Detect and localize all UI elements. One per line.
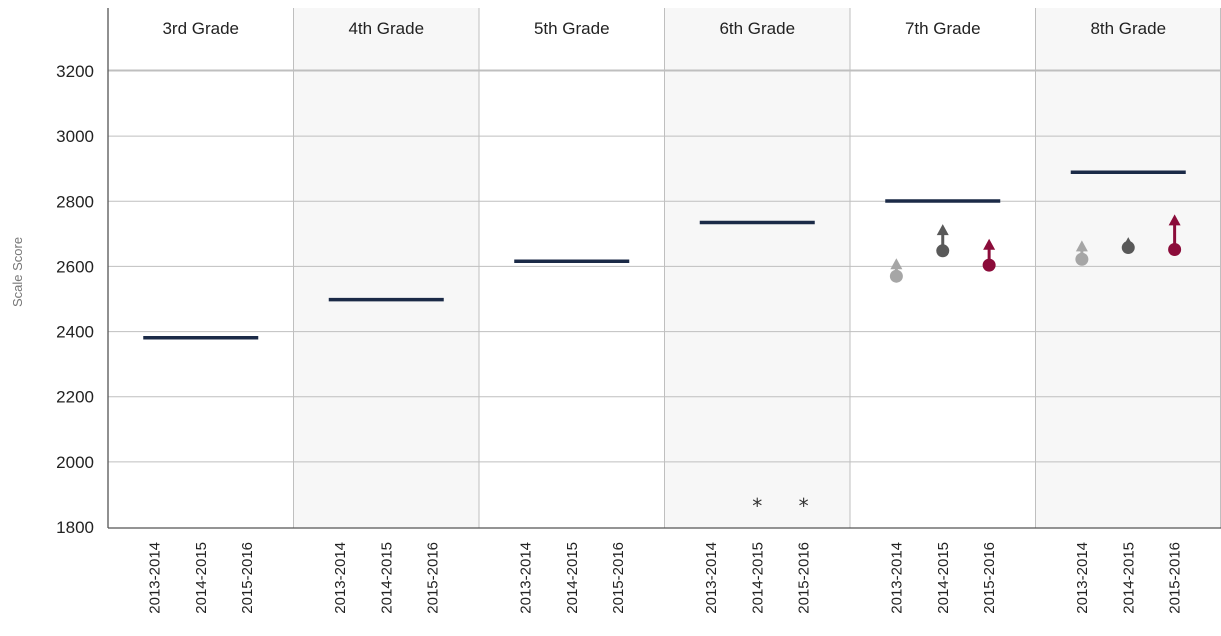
- growth-arrow-head: [1075, 240, 1088, 252]
- panel-title: 8th Grade: [1090, 19, 1166, 38]
- x-category-label: 2013-2014: [1074, 542, 1091, 614]
- growth-arrow-head: [1168, 214, 1181, 226]
- x-category-label: 2015-2016: [1167, 542, 1184, 614]
- panel-titles: 3rd Grade 4th Grade 5th Grade 6th Grade 7th …: [162, 19, 1166, 38]
- panel-title: 5th Grade: [534, 19, 610, 38]
- y-tick-label: 3000: [56, 127, 94, 146]
- score-point: [1168, 242, 1182, 256]
- y-axis-title: Scale Score: [10, 237, 25, 307]
- y-tick-label: 2800: [56, 192, 94, 211]
- x-category-label: 2013-2014: [703, 542, 720, 614]
- y-tick-label: 2000: [56, 453, 94, 472]
- x-category-label: 2013-2014: [888, 542, 905, 614]
- growth-arrow-head: [890, 258, 903, 270]
- panel-title: 4th Grade: [348, 19, 424, 38]
- x-axis-category-labels: 2013-2014 2014-2015 2015-2016 2013-2014 2014…: [146, 542, 1183, 614]
- panel-backgrounds: [293, 8, 1221, 528]
- x-category-label: 2013-2014: [146, 542, 163, 614]
- panel-background: [293, 8, 479, 528]
- growth-arrow-head: [936, 224, 949, 236]
- score-point: [889, 269, 903, 283]
- y-tick-label: 2200: [56, 388, 94, 407]
- x-category-label: 2013-2014: [332, 542, 349, 614]
- score-point: [936, 244, 950, 258]
- growth-arrow-head: [983, 238, 996, 250]
- x-category-label: 2014-2015: [749, 542, 766, 614]
- no-data-star: *: [752, 494, 762, 518]
- x-category-label: 2014-2015: [1120, 542, 1137, 614]
- x-category-label: 2015-2016: [981, 542, 998, 614]
- x-category-label: 2015-2016: [425, 542, 442, 614]
- score-point: [982, 258, 996, 272]
- y-axis-tick-labels: 1800 2000 2200 2400 2600 2800 3000 3200: [56, 62, 94, 537]
- panel-background: [1035, 8, 1221, 528]
- x-category-label: 2014-2015: [378, 542, 395, 614]
- panel-title: 6th Grade: [719, 19, 795, 38]
- x-category-label: 2014-2015: [564, 542, 581, 614]
- x-category-label: 2015-2016: [610, 542, 627, 614]
- panel-title: 3rd Grade: [162, 19, 239, 38]
- panel-title: 7th Grade: [905, 19, 981, 38]
- x-category-label: 2015-2016: [796, 542, 813, 614]
- x-category-label: 2014-2015: [935, 542, 952, 614]
- y-tick-label: 2600: [56, 257, 94, 276]
- x-category-label: 2013-2014: [517, 542, 534, 614]
- y-tick-label: 1800: [56, 518, 94, 537]
- x-category-label: 2014-2015: [193, 542, 210, 614]
- score-point: [1121, 241, 1135, 255]
- standard-lines: [143, 170, 1186, 340]
- y-tick-label: 3200: [56, 62, 94, 81]
- panel-background: [664, 8, 850, 528]
- x-category-label: 2015-2016: [239, 542, 256, 614]
- y-tick-label: 2400: [56, 323, 94, 342]
- no-data-star: *: [799, 494, 809, 518]
- score-point: [1075, 252, 1089, 266]
- score-points: * *: [752, 214, 1182, 518]
